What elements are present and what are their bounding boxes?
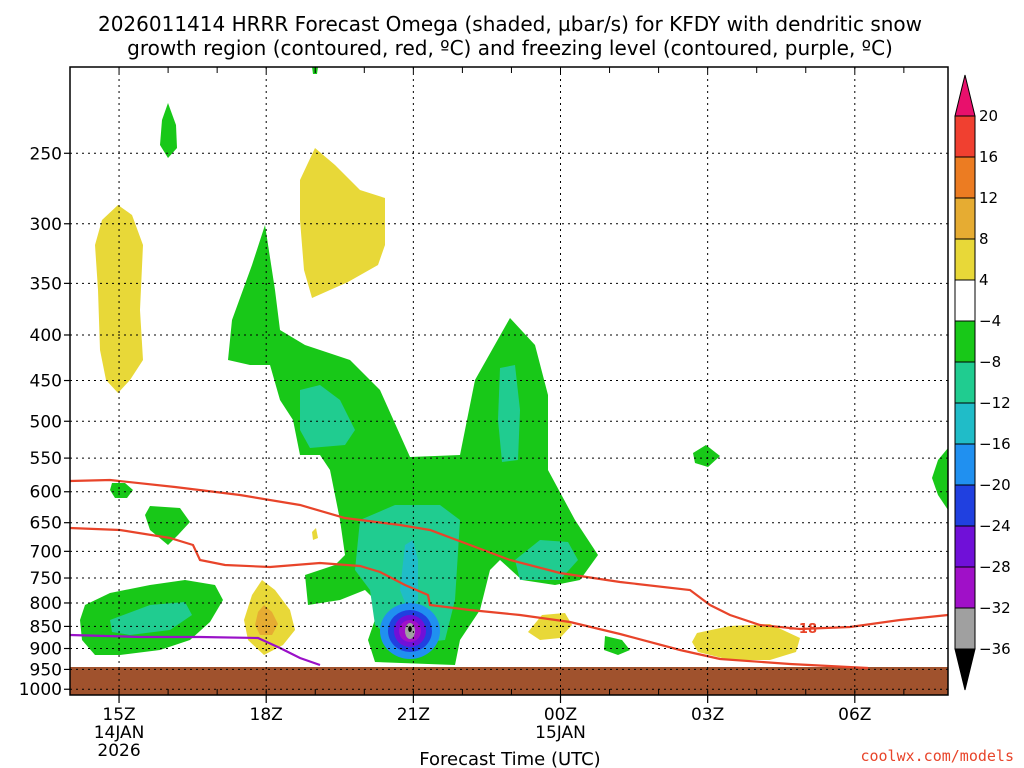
colorbar-tick-label: −28 bbox=[979, 558, 1011, 576]
x-axis-title: Forecast Time (UTC) bbox=[419, 749, 600, 768]
y-tick-label: 650 bbox=[30, 514, 62, 534]
colorbar-tick-label: 20 bbox=[979, 107, 998, 125]
omega-region-teal1 bbox=[300, 385, 355, 448]
dgz-contour-label: −18 bbox=[788, 622, 817, 637]
colorbar-segment bbox=[954, 156, 976, 199]
x-tick-label: 06Z bbox=[838, 705, 871, 725]
omega-region-green-left2 bbox=[145, 506, 190, 545]
x-tick-date: 15JAN bbox=[535, 723, 586, 743]
colorbar-tick-label: −32 bbox=[979, 599, 1011, 617]
y-tick-label: 700 bbox=[30, 542, 62, 562]
freezing-level-contour bbox=[69, 633, 321, 667]
colorbar-tick-label: 16 bbox=[979, 148, 998, 166]
dgz-contour-lower bbox=[69, 526, 869, 670]
y-tick-label: 950 bbox=[30, 660, 62, 680]
colorbar-segment bbox=[954, 566, 976, 609]
colorbar-segment bbox=[954, 484, 976, 527]
y-tick-label: 1000 bbox=[19, 680, 62, 700]
colorbar-bottom-arrow bbox=[954, 648, 976, 691]
x-tick-date: 14JAN bbox=[94, 723, 145, 743]
colorbar-segment bbox=[954, 402, 976, 445]
colorbar-tick-label: −16 bbox=[979, 435, 1011, 453]
chart-title-line2: growth region (contoured, red, ºC) and f… bbox=[127, 36, 893, 60]
omega-region-cyan bbox=[400, 540, 418, 610]
y-tick-label: 900 bbox=[30, 640, 62, 660]
colorbar-segment bbox=[954, 525, 976, 568]
dgz-contour-upper bbox=[69, 478, 949, 631]
omega-region-yellow2 bbox=[300, 148, 385, 298]
omega-region-teal4 bbox=[515, 540, 578, 580]
omega-region-teal2 bbox=[498, 365, 520, 462]
colorbar-tick-label: −12 bbox=[979, 394, 1011, 412]
colorbar-segment bbox=[954, 443, 976, 486]
colorbar-tick-label: 8 bbox=[979, 230, 989, 248]
colorbar-segment bbox=[954, 361, 976, 404]
omega-region-green-low-mid bbox=[604, 636, 630, 655]
omega-region-green-right1 bbox=[693, 445, 720, 467]
x-tick-label: 18Z bbox=[250, 705, 283, 725]
colorbar-tick-label: −36 bbox=[979, 640, 1011, 658]
colorbar-tick-label: −24 bbox=[979, 517, 1011, 535]
y-tick-label: 250 bbox=[30, 144, 62, 164]
y-tick-label: 350 bbox=[30, 274, 62, 294]
colorbar-segment bbox=[954, 238, 976, 281]
x-tick-label: 21Z bbox=[397, 705, 430, 725]
colorbar: 20 16 12 8 4 −4 −8 −12 −16 −20 −24 −28 −32 −36 bbox=[954, 74, 1011, 691]
omega-region-green-left1 bbox=[110, 483, 133, 498]
colorbar-segment bbox=[954, 197, 976, 240]
x-tick-year: 2026 bbox=[97, 741, 140, 761]
omega-region-yellow5 bbox=[692, 624, 800, 660]
y-tick-label: 750 bbox=[30, 569, 62, 589]
plot-area: −18 bbox=[69, 66, 949, 696]
y-tick-label: 800 bbox=[30, 594, 62, 614]
colorbar-top-arrow bbox=[954, 74, 976, 117]
credit-text: coolwx.com/models bbox=[860, 747, 1014, 765]
x-minor-ticks bbox=[69, 67, 905, 695]
ground-surface bbox=[70, 667, 948, 695]
omega-region-green-main bbox=[228, 225, 598, 665]
colorbar-tick-label: −8 bbox=[979, 353, 1001, 371]
omega-region-yellow1 bbox=[95, 205, 143, 393]
y-tick-label: 600 bbox=[30, 483, 62, 503]
omega-core-black bbox=[408, 626, 412, 632]
y-tick-label: 400 bbox=[30, 326, 62, 346]
colorbar-segment bbox=[954, 320, 976, 363]
grid bbox=[70, 67, 948, 695]
colorbar-tick-label: 4 bbox=[979, 271, 989, 289]
y-tick-label: 450 bbox=[30, 372, 62, 392]
x-tick-label: 03Z bbox=[691, 705, 724, 725]
colorbar-tick-label: 12 bbox=[979, 189, 998, 207]
y-tick-label: 550 bbox=[30, 449, 62, 469]
y-tick-label: 850 bbox=[30, 617, 62, 637]
y-tick-label: 500 bbox=[30, 412, 62, 432]
colorbar-segment bbox=[954, 115, 976, 158]
colorbar-segment bbox=[954, 607, 976, 650]
omega-region-green-right2 bbox=[932, 448, 948, 510]
colorbar-segment bbox=[954, 279, 976, 322]
x-tick-label: 15Z bbox=[102, 705, 135, 725]
colorbar-tick-label: −20 bbox=[979, 476, 1011, 494]
chart-title-line1: 2026011414 HRRR Forecast Omega (shaded, … bbox=[98, 12, 922, 36]
x-tick-label: 00Z bbox=[544, 705, 577, 725]
colorbar-tick-label: −4 bbox=[979, 312, 1001, 330]
y-axis: 250 300 350 400 450 500 550 600 650 700 750 800 850 9… bbox=[19, 144, 70, 700]
omega-region-green-small1 bbox=[160, 103, 177, 158]
omega-region-yellow6 bbox=[312, 528, 318, 540]
y-tick-label: 300 bbox=[30, 215, 62, 235]
